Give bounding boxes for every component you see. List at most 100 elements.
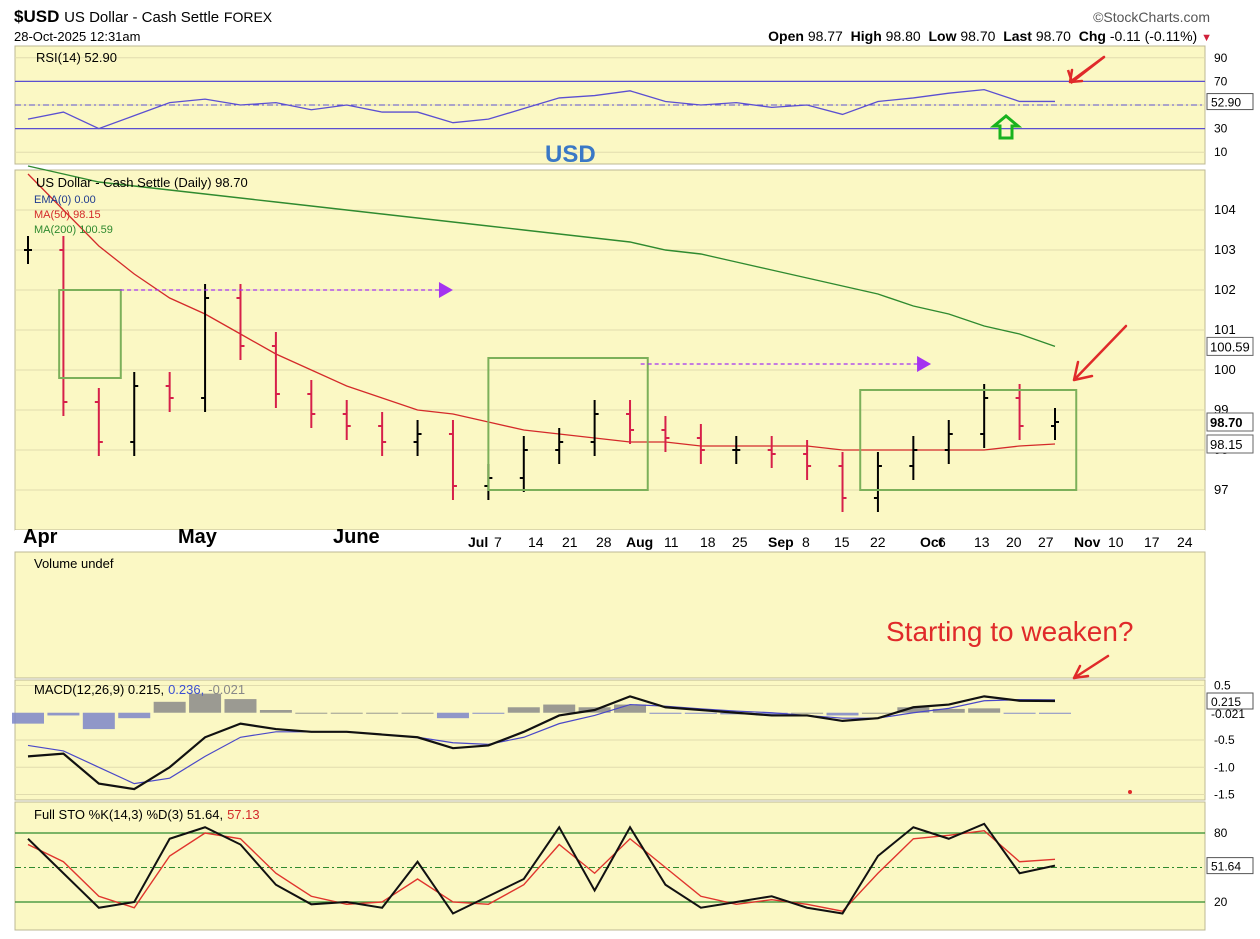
x-axis-label: 27 xyxy=(1038,534,1054,550)
legend-ema: EMA(0) 0.00 xyxy=(34,194,96,206)
x-axis-label: Aug xyxy=(626,534,653,550)
red-arrow-icon xyxy=(1068,55,1106,84)
x-axis-label: 14 xyxy=(528,534,544,550)
projection-arrowhead xyxy=(917,356,932,372)
macd-value-tag-label: 0.215 xyxy=(1211,695,1241,709)
last-price-tag xyxy=(1206,412,1254,432)
price-panel xyxy=(14,169,1206,531)
usd-label: USD xyxy=(545,141,596,168)
price-tick-label: 100 xyxy=(1214,362,1236,377)
price-tick-label: 101 xyxy=(1214,322,1236,337)
macd-histogram-bar xyxy=(295,712,328,714)
macd-title-signal: 0.236, xyxy=(168,682,204,697)
low-label: Low xyxy=(928,28,957,44)
stochastic-value-tag xyxy=(1206,857,1254,875)
macd-tick-label: -1.5 xyxy=(1214,788,1235,802)
x-axis-label: 11 xyxy=(664,534,679,550)
ma50-price-tag-label: 98.15 xyxy=(1210,437,1243,452)
price-tick-label: 103 xyxy=(1214,242,1236,257)
stochastic-title: Full STO %K(14,3) %D(3) 51.64, 57.13 xyxy=(34,807,260,822)
last-price-tag-label: 98.70 xyxy=(1210,415,1243,430)
macd-histogram-bar xyxy=(649,712,682,714)
stochastic-title-d: 57.13 xyxy=(227,807,260,822)
macd-title: MACD(12,26,9) 0.215, 0.236, -0.021 xyxy=(34,682,245,697)
macd-tick-label: -1.0 xyxy=(1214,760,1235,774)
green-up-arrow-icon xyxy=(989,114,1023,140)
x-axis-label: 25 xyxy=(732,534,748,550)
macd-histogram-bar xyxy=(507,707,540,713)
macd-histogram-bar xyxy=(932,708,965,713)
x-axis-label: May xyxy=(178,526,218,548)
x-axis-label: 7 xyxy=(494,534,502,550)
last-label: Last xyxy=(1003,28,1032,44)
red-dot xyxy=(1128,790,1132,794)
rsi-tick-label: 70 xyxy=(1214,74,1228,88)
open-label: Open xyxy=(768,28,804,44)
macd-histogram-bar xyxy=(47,712,80,716)
ma200-price-tag-label: 100.59 xyxy=(1210,339,1250,354)
macd-histogram-bar xyxy=(968,708,1001,713)
open-value: 98.77 xyxy=(807,28,843,44)
macd-tick-label: 0.5 xyxy=(1214,678,1231,692)
rsi-tick-label: 90 xyxy=(1214,51,1228,65)
macd-histogram-bar xyxy=(436,712,469,719)
macd-histogram-bar xyxy=(684,712,717,714)
x-axis-label: Jul xyxy=(468,534,488,550)
macd-histogram-bar xyxy=(755,712,788,716)
macd-title-hist: -0.021 xyxy=(208,682,245,697)
x-axis-label: 15 xyxy=(834,534,850,550)
macd-hist-tag-label: -0.021 xyxy=(1211,707,1245,721)
stochastic-d-line xyxy=(27,829,1056,912)
ma200-line xyxy=(27,165,1056,348)
weaken-annotation: Starting to weaken? xyxy=(886,616,1134,647)
projection-arrowhead xyxy=(438,282,453,298)
macd-histogram-bar xyxy=(472,712,505,714)
macd-histogram-bar xyxy=(614,704,647,713)
stochastic-panel xyxy=(14,801,1206,931)
x-axis-label: 10 xyxy=(1108,534,1124,550)
macd-tick-label: -0.5 xyxy=(1214,733,1235,747)
quote-line: Open 98.77 High 98.80 Low 98.70 Last 98.… xyxy=(768,28,1212,44)
low-value: 98.70 xyxy=(960,28,996,44)
x-axis-label: 24 xyxy=(1177,534,1193,550)
macd-histogram-bar xyxy=(366,712,399,714)
macd-histogram-bar xyxy=(897,707,930,713)
chg-label: Chg xyxy=(1078,28,1106,44)
x-axis-label: 18 xyxy=(700,534,716,550)
brand-label: ©StockCharts.com xyxy=(1093,9,1210,25)
x-axis-label: Nov xyxy=(1074,534,1101,550)
macd-histogram-bar xyxy=(1039,712,1071,714)
rsi-value-tag-label: 52.90 xyxy=(1211,96,1241,110)
x-axis-label: 22 xyxy=(870,534,886,550)
price-title: US Dollar - Cash Settle (Daily) 98.70 xyxy=(36,175,248,190)
rsi-tick-label: 30 xyxy=(1214,122,1228,136)
axis-layer: 907050301052.90104103102101100999897100.… xyxy=(23,51,1254,909)
ma200-price-tag xyxy=(1206,336,1254,356)
x-axis-label: 17 xyxy=(1144,534,1160,550)
volume-title: Volume undef xyxy=(34,556,114,571)
macd-title-main: MACD(12,26,9) 0.215, xyxy=(34,682,164,697)
x-axis-label: 21 xyxy=(562,534,578,550)
macd-histogram-bar xyxy=(82,712,115,730)
rsi-value-tag xyxy=(1206,93,1254,111)
x-axis-label: June xyxy=(333,526,380,548)
price-tick-label: 97 xyxy=(1214,482,1228,497)
macd-histogram-bar xyxy=(791,712,824,714)
x-axis-label: Sep xyxy=(768,534,794,550)
macd-histogram-bar xyxy=(153,701,186,713)
rsi-layer xyxy=(15,80,1205,130)
rsi-line xyxy=(27,88,1055,130)
legend-ma50: MA(50) 98.15 xyxy=(34,209,101,221)
x-axis-label: Oct xyxy=(920,534,944,550)
macd-line xyxy=(27,695,1056,791)
price-layer xyxy=(24,165,1078,512)
macd-histogram-bar xyxy=(401,712,434,714)
stochastic-value-tag-label: 51.64 xyxy=(1211,860,1241,874)
x-axis-label: 6 xyxy=(938,534,946,550)
instrument-name: US Dollar - Cash Settle xyxy=(64,9,220,26)
stochastic-tick-label: 80 xyxy=(1214,826,1228,840)
macd-histogram-bar xyxy=(118,712,151,719)
x-axis-label: 20 xyxy=(1006,534,1022,550)
macd-value-tag xyxy=(1206,692,1254,710)
